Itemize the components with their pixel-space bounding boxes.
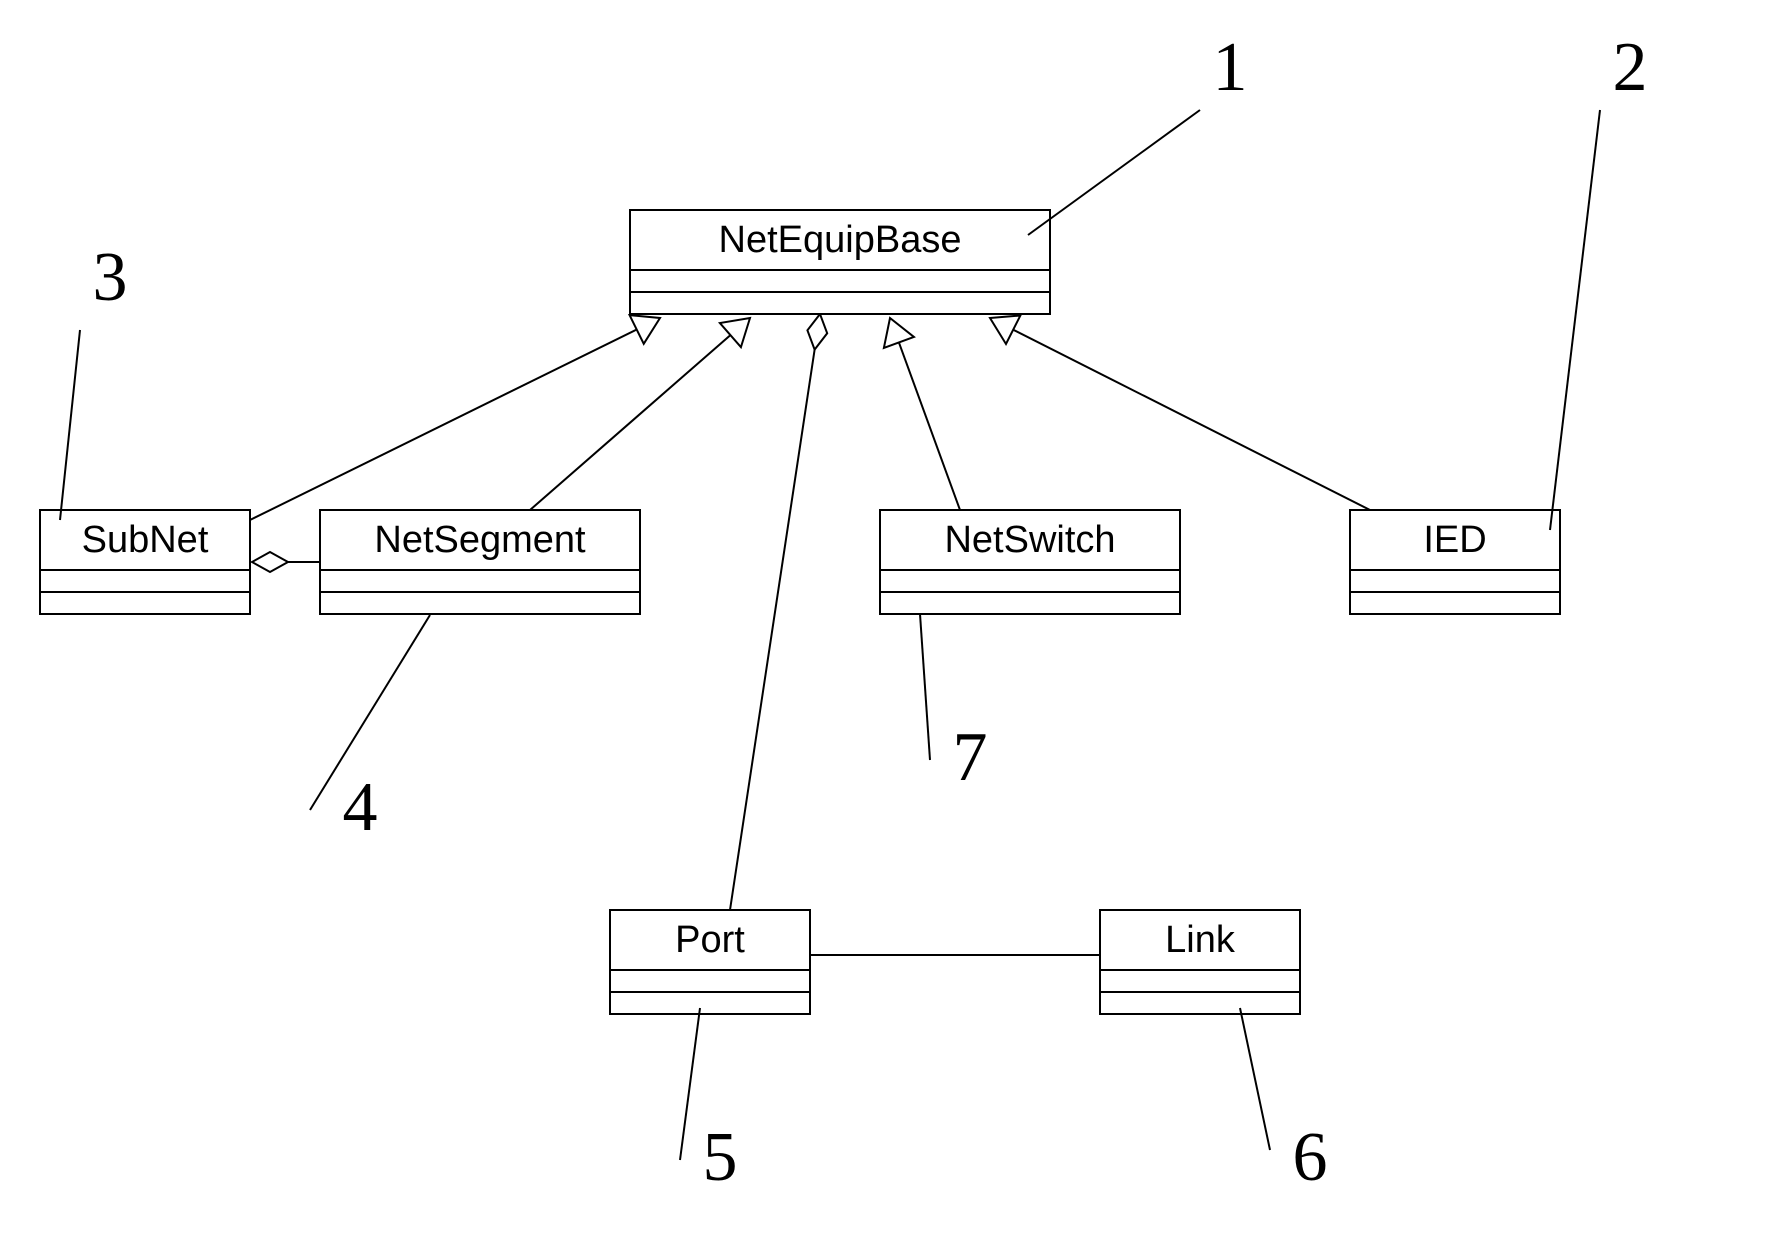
class-name-label: NetEquipBase	[719, 219, 962, 261]
callout-6: 6	[1240, 1008, 1328, 1196]
generalization-arrowhead	[884, 318, 914, 348]
callout-2: 2	[1550, 29, 1648, 530]
aggregation-diamond	[807, 314, 827, 350]
callout-leader	[1550, 110, 1600, 530]
callout-leader	[1028, 110, 1200, 235]
class-name-label: IED	[1423, 519, 1486, 561]
callout-leader	[1240, 1008, 1270, 1150]
callout-number: 5	[703, 1119, 738, 1196]
callout-leader	[680, 1008, 700, 1160]
class-IED: IED	[1350, 510, 1560, 614]
class-name-label: NetSwitch	[944, 519, 1115, 561]
generalization-line	[899, 342, 960, 510]
callout-number: 6	[1293, 1119, 1328, 1196]
class-SubNet: SubNet	[40, 510, 250, 614]
generalization-arrowhead	[720, 318, 750, 347]
callout-7: 7	[920, 614, 988, 796]
callout-3: 3	[60, 239, 128, 520]
callout-number: 3	[93, 239, 128, 316]
aggregation-diamond	[252, 552, 288, 572]
class-name-label: Link	[1165, 919, 1236, 961]
callout-number: 1	[1213, 29, 1248, 106]
class-NetSegment: NetSegment	[320, 510, 640, 614]
callout-4: 4	[310, 615, 430, 846]
generalization-arrowhead	[630, 315, 660, 344]
generalization-line	[250, 329, 637, 520]
callout-leader	[920, 614, 930, 760]
class-NetEquipBase: NetEquipBase	[630, 210, 1050, 314]
class-name-label: Port	[675, 919, 745, 961]
generalization-arrowhead	[990, 315, 1020, 344]
aggregation-line	[730, 350, 815, 910]
class-name-label: NetSegment	[374, 519, 586, 561]
callout-number: 7	[953, 719, 988, 796]
callout-leader	[60, 330, 80, 520]
generalization-line	[530, 335, 730, 510]
class-Link: Link	[1100, 910, 1300, 1014]
callout-1: 1	[1028, 29, 1248, 235]
callout-number: 2	[1613, 29, 1648, 106]
class-name-label: SubNet	[82, 519, 209, 561]
class-Port: Port	[610, 910, 810, 1014]
class-NetSwitch: NetSwitch	[880, 510, 1180, 614]
generalization-line	[1013, 330, 1370, 510]
callout-number: 4	[343, 769, 378, 846]
callout-5: 5	[680, 1008, 738, 1196]
